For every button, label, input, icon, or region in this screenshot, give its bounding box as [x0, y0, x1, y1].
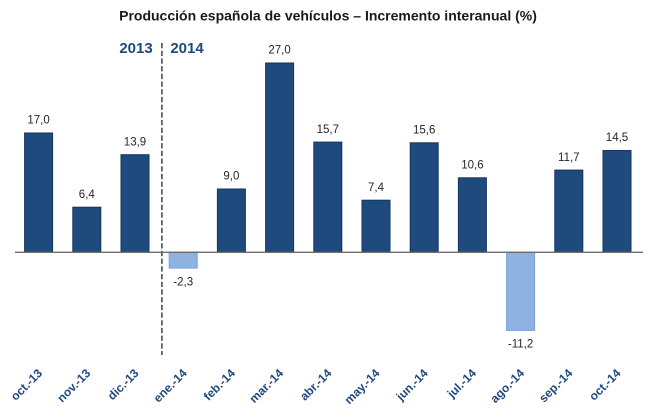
svg-text:17,0: 17,0 — [27, 115, 49, 127]
svg-text:27,0: 27,0 — [268, 45, 290, 57]
svg-text:2013: 2013 — [119, 40, 152, 57]
svg-text:15,6: 15,6 — [413, 125, 435, 137]
svg-text:-2,3: -2,3 — [173, 276, 193, 288]
svg-text:10,6: 10,6 — [461, 160, 483, 172]
svg-text:9,0: 9,0 — [223, 171, 239, 183]
svg-text:Producción española de vehícul: Producción española de vehículos – Incre… — [119, 8, 537, 24]
svg-text:11,7: 11,7 — [558, 152, 580, 164]
svg-text:6,4: 6,4 — [79, 189, 96, 201]
svg-text:13,9: 13,9 — [124, 136, 146, 148]
svg-text:2014: 2014 — [170, 40, 204, 57]
svg-text:7,4: 7,4 — [368, 182, 385, 194]
svg-text:14,5: 14,5 — [606, 132, 628, 144]
svg-text:-11,2: -11,2 — [508, 339, 533, 351]
svg-text:15,7: 15,7 — [317, 124, 339, 136]
